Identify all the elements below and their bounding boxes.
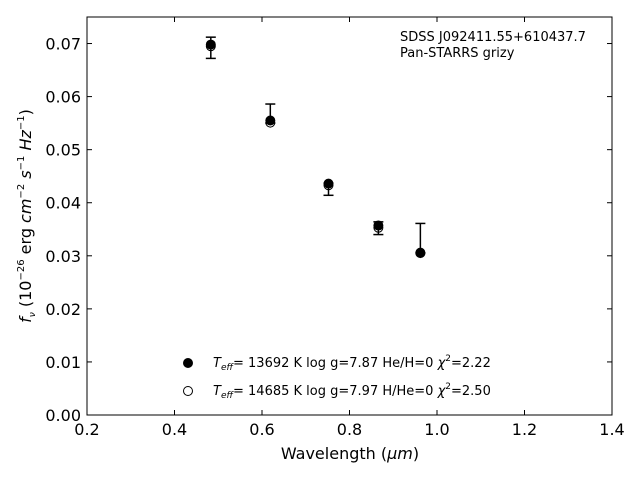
data-point-open bbox=[373, 222, 384, 233]
x-axis-ticks: 0.2 0.4 0.6 0.8 1.0 1.2 1.4 bbox=[74, 17, 625, 439]
data-point-open bbox=[323, 180, 334, 191]
x-tick-label: 0.2 bbox=[74, 420, 99, 439]
data-points bbox=[205, 39, 426, 259]
y-tick-label: 0.03 bbox=[45, 247, 81, 266]
y-tick-label: 0.05 bbox=[45, 141, 81, 160]
data-point-filled bbox=[373, 220, 384, 231]
y-tick-label: 0.01 bbox=[45, 353, 81, 372]
legend: Teff= 13692 K log g=7.87 He/H=0 χ2=2.22 … bbox=[183, 354, 491, 401]
y-axis-label: fν (10−26 erg cm−2 s−1 Hz−1) bbox=[16, 109, 38, 323]
x-tick-label: 1.2 bbox=[512, 420, 537, 439]
data-point-open bbox=[265, 117, 276, 128]
annotation-line-1: SDSS J092411.55+610437.7 bbox=[400, 30, 586, 45]
error-bars bbox=[205, 36, 426, 254]
data-point-open bbox=[205, 41, 216, 52]
x-tick-label: 1.0 bbox=[424, 420, 449, 439]
legend-entry-1: Teff= 13692 K log g=7.87 He/H=0 χ2=2.22 bbox=[213, 354, 491, 373]
x-tick-label: 1.4 bbox=[599, 420, 624, 439]
y-tick-label: 0.04 bbox=[45, 194, 81, 213]
x-tick-label: 0.6 bbox=[249, 420, 274, 439]
x-tick-label: 0.8 bbox=[337, 420, 362, 439]
y-axis-ticks: 0.00 0.01 0.02 0.03 0.04 0.05 0.06 0.07 bbox=[45, 35, 612, 425]
y-tick-label: 0.00 bbox=[45, 406, 81, 425]
x-axis-label: Wavelength (μm) bbox=[281, 444, 419, 463]
x-tick-label: 0.4 bbox=[162, 420, 187, 439]
y-tick-label: 0.06 bbox=[45, 88, 81, 107]
y-tick-label: 0.02 bbox=[45, 300, 81, 319]
data-point-open bbox=[415, 247, 426, 258]
legend-entry-2: Teff= 14685 K log g=7.97 H/He=0 χ2=2.50 bbox=[213, 382, 491, 401]
annotation-line-2: Pan-STARRS grizy bbox=[400, 46, 515, 61]
legend-marker-open bbox=[183, 386, 193, 396]
data-point-filled bbox=[265, 115, 276, 126]
legend-marker-filled bbox=[183, 358, 193, 368]
y-tick-label: 0.07 bbox=[45, 35, 81, 54]
